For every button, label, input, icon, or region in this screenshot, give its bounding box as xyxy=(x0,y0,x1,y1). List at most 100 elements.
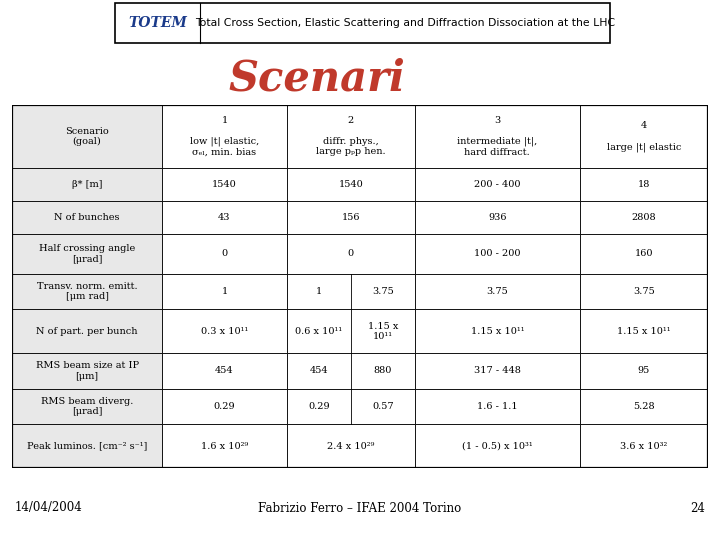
Text: 24: 24 xyxy=(690,502,705,515)
Text: 2808: 2808 xyxy=(631,213,656,222)
Text: 0.6 x 10¹¹: 0.6 x 10¹¹ xyxy=(295,327,343,336)
Text: TOTEM: TOTEM xyxy=(128,16,187,30)
Text: 1.6 - 1.1: 1.6 - 1.1 xyxy=(477,402,518,411)
Bar xyxy=(287,309,415,353)
Bar xyxy=(415,389,580,424)
Bar xyxy=(162,105,287,168)
Bar xyxy=(287,274,415,309)
Text: 936: 936 xyxy=(488,213,507,222)
Bar xyxy=(415,353,580,389)
Text: RMS beam diverg.
[μrad]: RMS beam diverg. [μrad] xyxy=(41,397,133,416)
Bar xyxy=(415,105,580,168)
Text: N of bunches: N of bunches xyxy=(54,213,120,222)
Bar xyxy=(287,105,415,168)
Text: 0.29: 0.29 xyxy=(308,402,330,411)
Bar xyxy=(580,234,708,274)
Bar xyxy=(162,353,287,389)
Bar xyxy=(12,105,162,168)
Text: 454: 454 xyxy=(310,366,328,375)
Text: 5.28: 5.28 xyxy=(633,402,654,411)
Text: 43: 43 xyxy=(218,213,230,222)
Text: 3.75: 3.75 xyxy=(372,287,394,296)
Bar xyxy=(162,168,287,201)
Bar xyxy=(162,389,287,424)
Text: 18: 18 xyxy=(638,180,650,189)
Text: 100 - 200: 100 - 200 xyxy=(474,249,521,259)
Bar xyxy=(162,424,287,468)
Bar xyxy=(415,424,580,468)
Text: 0: 0 xyxy=(348,249,354,259)
Text: 156: 156 xyxy=(341,213,360,222)
Text: 1: 1 xyxy=(315,287,322,296)
Bar xyxy=(415,168,580,201)
Text: 0: 0 xyxy=(222,249,228,259)
Text: Total Cross Section, Elastic Scattering and Diffraction Dissociation at the LHC: Total Cross Section, Elastic Scattering … xyxy=(195,18,615,28)
Bar xyxy=(162,309,287,353)
Bar xyxy=(580,389,708,424)
Text: 0.57: 0.57 xyxy=(372,402,394,411)
Bar xyxy=(580,309,708,353)
Text: 317 - 448: 317 - 448 xyxy=(474,366,521,375)
Bar xyxy=(162,234,287,274)
Text: Peak luminos. [cm⁻² s⁻¹]: Peak luminos. [cm⁻² s⁻¹] xyxy=(27,442,148,451)
Text: Transv. norm. emitt.
[μm rad]: Transv. norm. emitt. [μm rad] xyxy=(37,282,138,301)
Text: Half crossing angle
[μrad]: Half crossing angle [μrad] xyxy=(39,244,135,264)
Text: 14/04/2004: 14/04/2004 xyxy=(15,502,83,515)
Text: 3.6 x 10³²: 3.6 x 10³² xyxy=(620,442,667,451)
Bar xyxy=(287,353,415,389)
Text: 4

large |t| elastic: 4 large |t| elastic xyxy=(607,121,681,152)
Text: 0.3 x 10¹¹: 0.3 x 10¹¹ xyxy=(201,327,248,336)
Text: 1.6 x 10²⁹: 1.6 x 10²⁹ xyxy=(201,442,248,451)
Text: 1540: 1540 xyxy=(338,180,363,189)
Text: 3.75: 3.75 xyxy=(633,287,654,296)
Bar xyxy=(287,424,415,468)
Text: 454: 454 xyxy=(215,366,234,375)
Bar xyxy=(12,353,162,389)
Bar xyxy=(287,168,415,201)
Text: (1 - 0.5) x 10³¹: (1 - 0.5) x 10³¹ xyxy=(462,442,533,451)
Bar xyxy=(415,309,580,353)
Bar xyxy=(415,201,580,234)
Text: 1

low |t| elastic,
σₑₗ, min. bias: 1 low |t| elastic, σₑₗ, min. bias xyxy=(190,116,259,157)
Text: 3

intermediate |t|,
hard diffract.: 3 intermediate |t|, hard diffract. xyxy=(457,116,538,157)
Bar xyxy=(580,424,708,468)
Text: 200 - 400: 200 - 400 xyxy=(474,180,521,189)
Text: 1.15 x 10¹¹: 1.15 x 10¹¹ xyxy=(617,327,671,336)
Bar xyxy=(12,168,162,201)
Text: Scenario
(goal): Scenario (goal) xyxy=(66,126,109,146)
Bar xyxy=(580,168,708,201)
Bar xyxy=(162,201,287,234)
Text: Scenari: Scenari xyxy=(228,57,405,99)
Bar xyxy=(12,309,162,353)
Bar xyxy=(287,234,415,274)
Text: 2

diffr. phys.,
large pₚp hen.: 2 diffr. phys., large pₚp hen. xyxy=(316,116,386,157)
Bar xyxy=(115,3,610,43)
Text: 1.15 x
10¹¹: 1.15 x 10¹¹ xyxy=(368,321,398,341)
Text: 2.4 x 10²⁹: 2.4 x 10²⁹ xyxy=(327,442,374,451)
Text: Fabrizio Ferro – IFAE 2004 Torino: Fabrizio Ferro – IFAE 2004 Torino xyxy=(258,502,462,515)
Bar xyxy=(415,274,580,309)
Text: 0.29: 0.29 xyxy=(214,402,235,411)
Text: RMS beam size at IP
[μm]: RMS beam size at IP [μm] xyxy=(35,361,139,381)
Text: 1540: 1540 xyxy=(212,180,237,189)
Text: N of part. per bunch: N of part. per bunch xyxy=(36,327,138,336)
Text: 160: 160 xyxy=(634,249,653,259)
Bar xyxy=(580,353,708,389)
Bar xyxy=(162,274,287,309)
Bar xyxy=(12,424,162,468)
Bar xyxy=(12,234,162,274)
Bar xyxy=(415,234,580,274)
Bar xyxy=(12,274,162,309)
Bar xyxy=(580,201,708,234)
Bar xyxy=(287,201,415,234)
Text: 1.15 x 10¹¹: 1.15 x 10¹¹ xyxy=(471,327,524,336)
Bar xyxy=(12,389,162,424)
Text: 95: 95 xyxy=(638,366,650,375)
Text: 1: 1 xyxy=(221,287,228,296)
Bar xyxy=(580,274,708,309)
Bar xyxy=(580,105,708,168)
Text: 3.75: 3.75 xyxy=(487,287,508,296)
Text: 880: 880 xyxy=(374,366,392,375)
Bar xyxy=(12,201,162,234)
Bar xyxy=(287,389,415,424)
